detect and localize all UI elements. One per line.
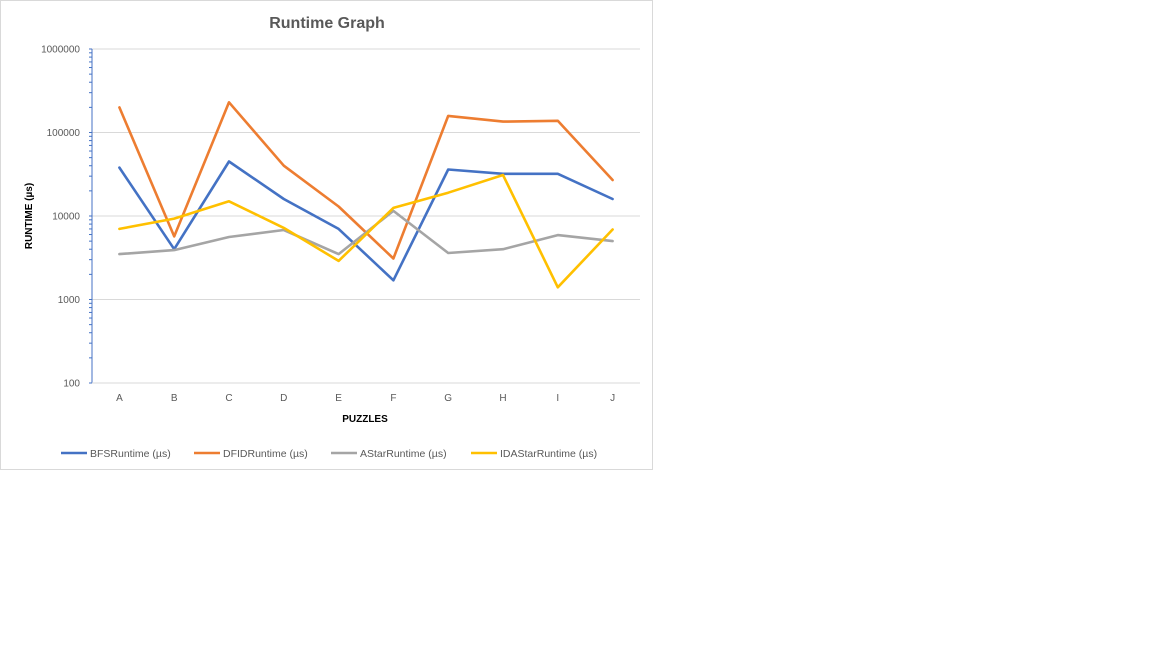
x-tick-label: C xyxy=(225,393,232,404)
series-line-4 xyxy=(118,173,614,289)
x-tick-label: F xyxy=(390,393,396,404)
x-tick-label: A xyxy=(116,393,123,404)
legend-label: DFIDRuntime (µs) xyxy=(223,448,308,460)
x-axis-title: PUZZLES xyxy=(342,414,388,425)
chart-title: Runtime Graph xyxy=(269,15,385,32)
x-tick-label: G xyxy=(444,393,452,404)
chart-frame: Runtime Graph 100 1000 10000 100000 1000000 A… xyxy=(0,0,653,470)
legend-item: BFSRuntime (µs) xyxy=(61,448,171,460)
legend-label: IDAStarRuntime (µs) xyxy=(500,448,597,460)
x-tick-label: I xyxy=(556,393,559,404)
x-tick-label: D xyxy=(280,393,287,404)
legend-item: DFIDRuntime (µs) xyxy=(194,448,308,460)
legend-label: AStarRuntime (µs) xyxy=(360,448,447,460)
y-tick-label: 1000000 xyxy=(41,45,80,56)
y-tick-label: 100000 xyxy=(47,128,81,139)
x-tick-label: J xyxy=(610,393,615,404)
y-tick-label: 1000 xyxy=(58,295,81,306)
axes: 100 1000 10000 100000 1000000 A B C D E F G H I J xyxy=(41,45,640,404)
series-line-3 xyxy=(118,209,614,256)
runtime-chart: Runtime Graph 100 1000 10000 100000 1000000 A… xyxy=(24,15,640,460)
legend: BFSRuntime (µs) DFIDRuntime (µs) AStarRunt… xyxy=(61,448,597,460)
legend-item: AStarRuntime (µs) xyxy=(331,448,447,460)
legend-label: BFSRuntime (µs) xyxy=(90,448,171,460)
y-tick-label: 10000 xyxy=(52,212,80,223)
series-lines xyxy=(118,101,614,289)
x-tick-label: H xyxy=(499,393,506,404)
x-tick-label: E xyxy=(335,393,342,404)
y-axis-title: RUNTIME (µs) xyxy=(24,183,35,249)
legend-item: IDAStarRuntime (µs) xyxy=(471,448,597,460)
x-tick-label: B xyxy=(171,393,178,404)
series-line-1 xyxy=(118,160,614,282)
y-tick-label: 100 xyxy=(63,379,80,390)
